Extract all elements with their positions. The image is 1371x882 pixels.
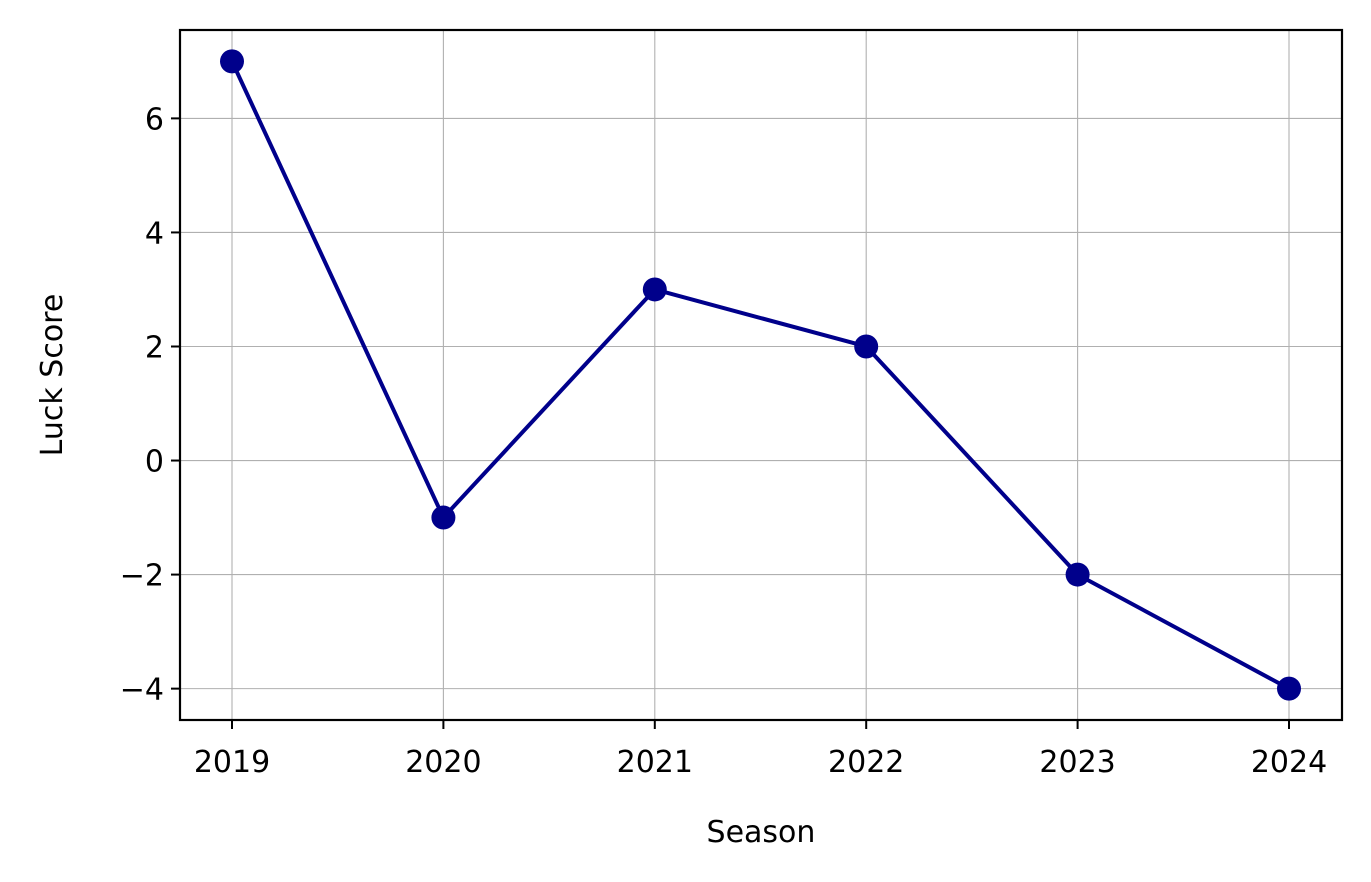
data-point-marker	[1277, 676, 1301, 701]
x-tick-label: 2022	[828, 745, 904, 780]
y-tick-label: 2	[145, 330, 164, 365]
grid-lines	[180, 30, 1342, 720]
data-point-marker	[220, 49, 244, 74]
y-tick-label: −4	[120, 673, 164, 708]
y-axis-label: Luck Score	[35, 294, 70, 457]
data-point-marker	[431, 505, 456, 530]
series-line	[230, 59, 1291, 691]
x-tick-label: 2019	[194, 745, 270, 780]
data-point-marker	[1065, 562, 1090, 587]
y-tick-label: 6	[145, 102, 164, 137]
series-line-group	[220, 49, 1301, 701]
data-point-marker	[854, 334, 879, 359]
y-tick-label: 0	[145, 445, 164, 480]
plot-frame	[178, 28, 1344, 722]
x-tick-label: 2021	[617, 745, 693, 780]
x-tick-label: 2020	[405, 745, 481, 780]
y-tick-label: −2	[120, 559, 164, 594]
data-point-marker	[642, 277, 667, 302]
x-axis-label: Season	[707, 815, 816, 850]
x-tick-label: 2023	[1039, 745, 1115, 780]
axis-ticks: 2019 2020 2021 2022 2023 2024 −4 −2 0 2 4 6	[120, 102, 1327, 780]
y-tick-label: 4	[145, 216, 164, 251]
x-tick-label: 2024	[1251, 745, 1327, 780]
